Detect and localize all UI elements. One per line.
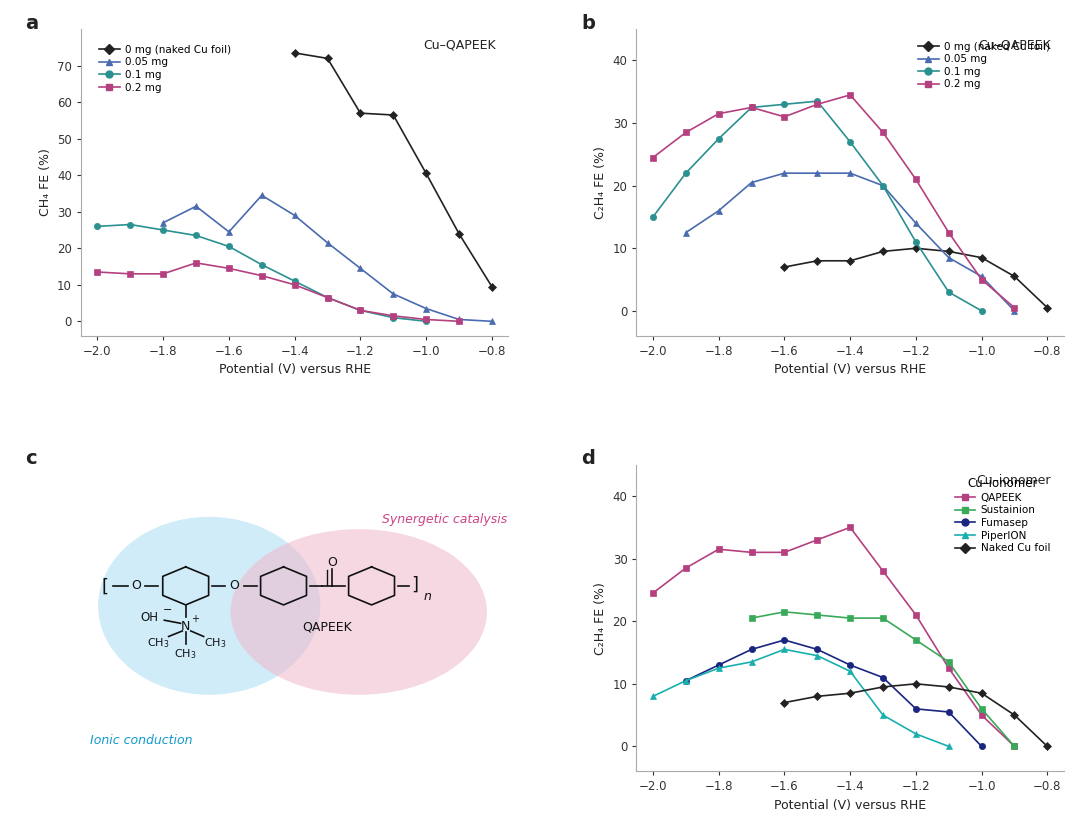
Legend: QAPEEK, Sustainion, Fumasep, PiperlON, Naked Cu foil: QAPEEK, Sustainion, Fumasep, PiperlON, N… (950, 473, 1054, 557)
Text: d: d (581, 450, 595, 469)
Text: Ionic conduction: Ionic conduction (90, 734, 192, 747)
Text: O: O (229, 580, 240, 592)
Text: QAPEEK: QAPEEK (302, 620, 352, 634)
Legend: 0 mg (naked Cu foil), 0.05 mg, 0.1 mg, 0.2 mg: 0 mg (naked Cu foil), 0.05 mg, 0.1 mg, 0… (95, 41, 235, 97)
Text: a: a (26, 14, 39, 33)
Text: N: N (181, 620, 190, 633)
Text: b: b (581, 14, 595, 33)
X-axis label: Potential (V) versus RHE: Potential (V) versus RHE (774, 364, 927, 376)
Text: Synergetic catalysis: Synergetic catalysis (381, 514, 507, 526)
Legend: 0 mg (naked Cu foil), 0.05 mg, 0.1 mg, 0.2 mg: 0 mg (naked Cu foil), 0.05 mg, 0.1 mg, 0… (914, 38, 1054, 93)
Text: $n$: $n$ (423, 590, 432, 603)
Text: −: − (163, 605, 172, 615)
Ellipse shape (98, 517, 321, 695)
Text: c: c (26, 450, 37, 469)
X-axis label: Potential (V) versus RHE: Potential (V) versus RHE (774, 799, 927, 812)
Text: $\mathsf{]}$: $\mathsf{]}$ (410, 575, 418, 594)
Text: $\mathsf{[}$: $\mathsf{[}$ (100, 576, 108, 595)
Text: +: + (191, 614, 199, 624)
Text: CH$_3$: CH$_3$ (175, 647, 197, 661)
Text: O: O (132, 580, 141, 592)
Text: Cu–QAPEEK: Cu–QAPEEK (978, 38, 1051, 52)
Text: O: O (327, 556, 337, 570)
Text: Cu–ionomer: Cu–ionomer (976, 474, 1051, 487)
X-axis label: Potential (V) versus RHE: Potential (V) versus RHE (218, 364, 370, 376)
Text: OH: OH (140, 610, 159, 624)
Y-axis label: C₂H₄ FE (%): C₂H₄ FE (%) (594, 581, 607, 655)
Text: CH$_3$: CH$_3$ (147, 636, 170, 651)
Y-axis label: CH₄ FE (%): CH₄ FE (%) (39, 148, 52, 217)
Text: CH$_3$: CH$_3$ (204, 636, 227, 651)
Ellipse shape (230, 529, 487, 695)
Text: Cu–QAPEEK: Cu–QAPEEK (423, 38, 496, 52)
Y-axis label: C₂H₄ FE (%): C₂H₄ FE (%) (594, 146, 607, 219)
